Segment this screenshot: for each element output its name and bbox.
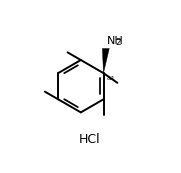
Text: HCl: HCl	[79, 133, 100, 146]
Text: NH: NH	[107, 36, 123, 46]
Text: 2: 2	[116, 38, 121, 47]
Polygon shape	[102, 48, 109, 73]
Text: &1: &1	[107, 76, 115, 81]
